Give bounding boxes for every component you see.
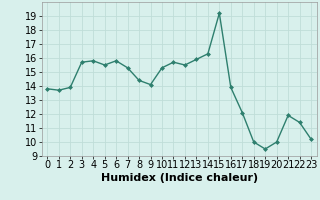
X-axis label: Humidex (Indice chaleur): Humidex (Indice chaleur) xyxy=(100,173,258,183)
